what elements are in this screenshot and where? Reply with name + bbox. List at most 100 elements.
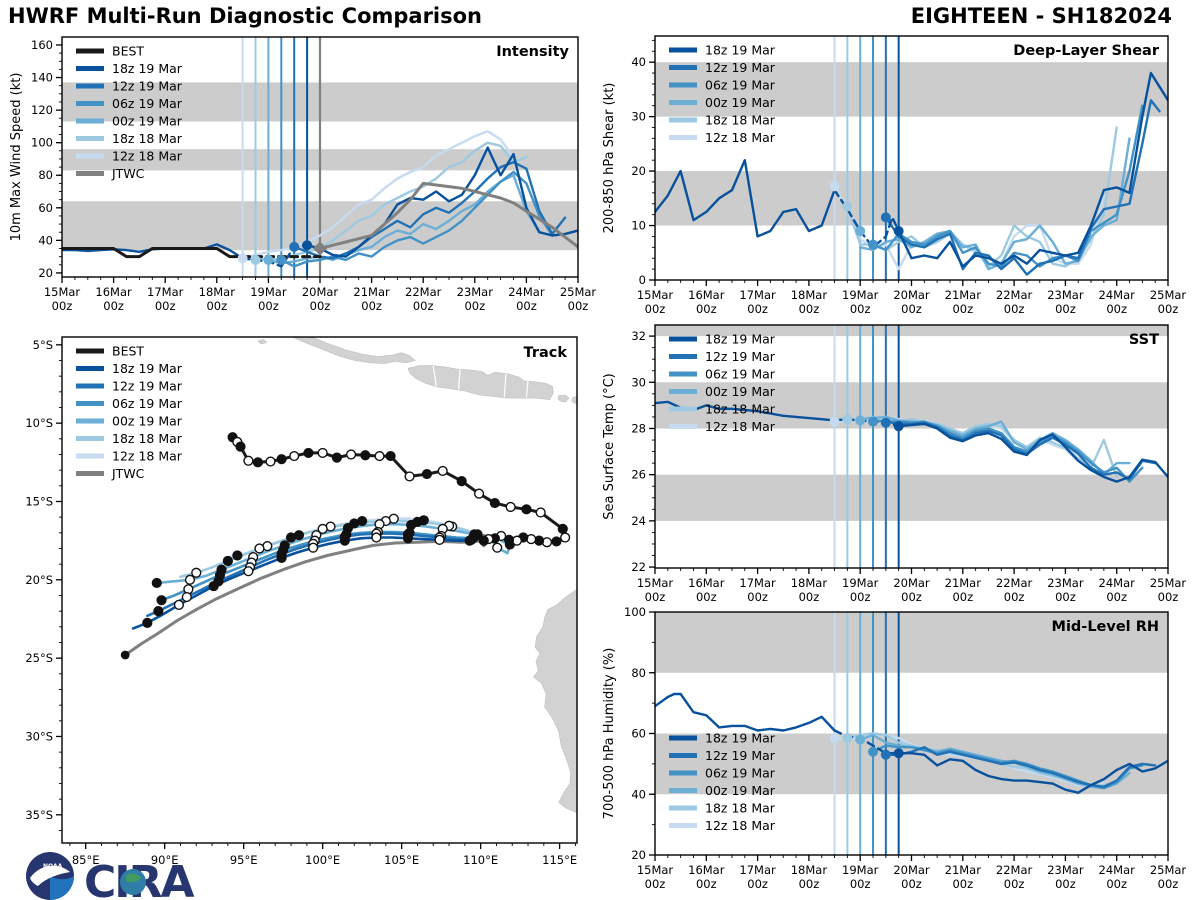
x-tick-day: 23Mar	[457, 285, 494, 299]
x-tick-hour: 00z	[516, 299, 537, 313]
x-tick-hour: 00z	[747, 590, 768, 604]
legend-item-best: BEST	[76, 44, 144, 59]
track-point-filled	[421, 468, 433, 480]
lon-tick-label: 105°E	[384, 853, 419, 867]
legend-item-18z-18-mar: 18z 18 Mar	[76, 431, 183, 446]
legend-label: 00z 19 Mar	[705, 783, 776, 798]
axis-ticks-intensity: 15Mar00z16Mar00z17Mar00z18Mar00z19Mar00z…	[31, 38, 596, 313]
init-point-marker	[829, 181, 840, 192]
x-tick-day: 21Mar	[945, 576, 982, 590]
x-tick-day: 20Mar	[302, 285, 339, 299]
legend-item-18z-19-mar: 18z 19 Mar	[76, 361, 183, 376]
legend-item-12z-18-mar: 12z 18 Mar	[669, 419, 776, 434]
x-tick-day: 22Mar	[996, 288, 1033, 302]
legend-label: BEST	[112, 344, 144, 359]
legend-item-00z-19-mar: 00z 19 Mar	[76, 414, 183, 429]
x-tick-hour: 00z	[901, 302, 922, 316]
x-tick-day: 17Mar	[739, 863, 776, 877]
track-point-open	[560, 532, 571, 543]
y-tick-label: 100	[31, 136, 53, 150]
axis-ticks-shear: 15Mar00z16Mar00z17Mar00z18Mar00z19Mar00z…	[631, 39, 1187, 316]
init-point-marker	[829, 733, 840, 744]
legend-item-06z-19-mar: 06z 19 Mar	[76, 396, 183, 411]
jtwc-start-diamond	[312, 241, 328, 256]
landmass	[407, 365, 554, 401]
x-tick-hour: 00z	[645, 590, 666, 604]
track-point-filled	[464, 535, 475, 546]
legend-item-12z-19-mar: 12z 19 Mar	[669, 349, 776, 364]
init-point-marker	[893, 421, 904, 432]
x-tick-hour: 00z	[1158, 302, 1179, 316]
x-tick-hour: 00z	[1158, 590, 1179, 604]
x-tick-day: 16Mar	[95, 285, 132, 299]
legend-label: 18z 18 Mar	[112, 431, 183, 446]
track-point-open	[308, 542, 319, 553]
legend-item-jtwc: JTWC	[76, 466, 145, 481]
init-point-marker	[880, 417, 891, 428]
y-tick-label: 40	[38, 233, 53, 247]
x-tick-day: 15Mar	[637, 576, 674, 590]
category-band	[655, 325, 1168, 337]
x-tick-hour: 00z	[901, 877, 922, 891]
track-point-filled	[252, 457, 263, 468]
init-point-marker	[868, 746, 879, 757]
track-point-filled	[303, 447, 314, 459]
x-tick-hour: 00z	[747, 877, 768, 891]
x-tick-hour: 00z	[1055, 302, 1076, 316]
track-point-filled	[276, 552, 287, 563]
cira-logo: CIRA	[84, 857, 214, 900]
track-point-open	[437, 465, 448, 477]
track-point-filled	[276, 454, 287, 465]
x-tick-day: 16Mar	[688, 288, 725, 302]
x-tick-day: 15Mar	[44, 285, 81, 299]
x-tick-day: 25Mar	[560, 285, 597, 299]
legend-label: JTWC	[111, 466, 145, 481]
series-12z-18-mar-line	[241, 130, 515, 260]
legend-intensity: BEST 18z 19 Mar 12z 19 Mar 06z 19 Mar 00z 19…	[76, 44, 183, 181]
track-point-filled	[360, 450, 371, 461]
x-tick-hour: 00z	[464, 299, 485, 313]
track-point-open	[374, 450, 385, 462]
legend-label: 18z 18 Mar	[705, 113, 776, 128]
legend-item-12z-19-mar: 12z 19 Mar	[669, 60, 776, 75]
legend-item-18z-18-mar: 18z 18 Mar	[669, 402, 776, 417]
track-point-open	[492, 542, 503, 553]
track-point-filled	[153, 606, 164, 617]
y-tick-label: 22	[631, 560, 646, 574]
x-tick-day: 18Mar	[791, 863, 828, 877]
panel-title-rh: Mid-Level RH	[1052, 619, 1159, 635]
y-tick-label: 120	[31, 103, 53, 117]
track-point-open	[184, 574, 196, 585]
y-axis-label-rh: 700-500 hPa Humidity (%)	[602, 648, 617, 820]
province-border	[503, 373, 507, 398]
legend-label: 12z 18 Mar	[112, 449, 183, 464]
lon-tick-label: 115°E	[542, 853, 577, 867]
legend-item-00z-19-mar: 00z 19 Mar	[76, 114, 183, 129]
track-point-open	[345, 449, 357, 460]
x-tick-day: 24Mar	[1099, 863, 1136, 877]
x-tick-hour: 00z	[361, 299, 382, 313]
legend-item-00z-19-mar: 00z 19 Mar	[669, 384, 776, 399]
category-band	[655, 612, 1168, 673]
x-tick-day: 22Mar	[996, 863, 1033, 877]
legend-label: 06z 19 Mar	[705, 78, 776, 93]
lon-tick-label: 110°E	[463, 853, 498, 867]
init-point-marker	[276, 254, 287, 265]
track-point-filled	[285, 532, 297, 543]
track-point-open	[243, 455, 254, 466]
legend-item-18z-19-mar: 18z 19 Mar	[669, 332, 776, 347]
cira-dish-icon	[196, 869, 214, 893]
x-tick-day: 17Mar	[739, 288, 776, 302]
track-point-open	[173, 599, 185, 610]
x-tick-day: 24Mar	[1099, 576, 1136, 590]
track-point-open	[289, 450, 300, 462]
track-point-filled	[222, 555, 233, 567]
x-tick-day: 22Mar	[405, 285, 442, 299]
series-12z-19-mar-line	[884, 99, 1161, 276]
series-18z-19-mar-line	[655, 692, 836, 732]
panel-shear: 15Mar00z16Mar00z17Mar00z18Mar00z19Mar00z…	[602, 35, 1187, 316]
legend-label: 12z 19 Mar	[705, 60, 776, 75]
x-tick-day: 25Mar	[1150, 288, 1187, 302]
y-axis-label-intensity: 10m Max Wind Speed (kt)	[9, 73, 24, 242]
